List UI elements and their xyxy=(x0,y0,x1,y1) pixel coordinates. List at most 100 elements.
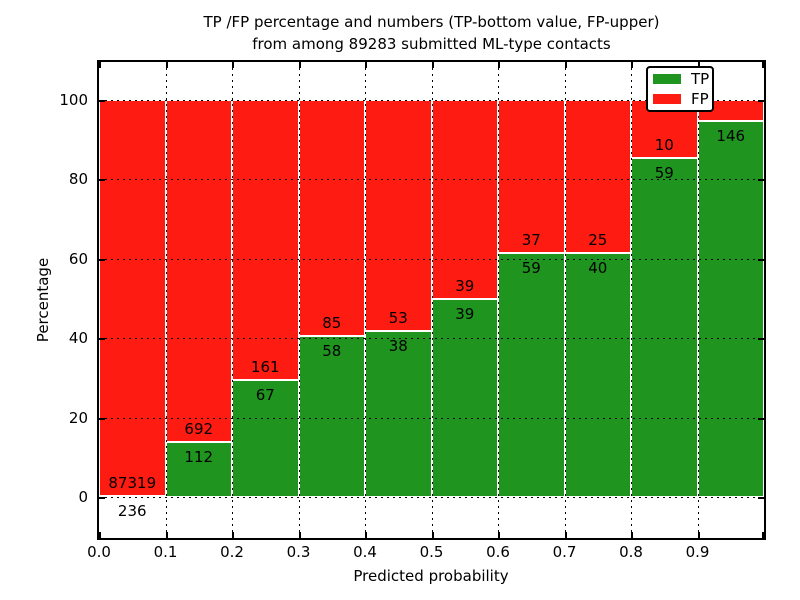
x-axis-tick xyxy=(564,62,567,68)
x-axis-tick xyxy=(99,62,101,68)
gridline-vertical xyxy=(431,62,433,538)
y-tick-label: 80 xyxy=(68,170,88,189)
tp-color-swatch xyxy=(653,74,681,84)
x-tick-label: 0.2 xyxy=(220,543,244,561)
bar-segment-tp xyxy=(365,331,432,497)
bar-segment-tp xyxy=(564,252,631,497)
x-axis-tick xyxy=(762,532,764,538)
tp-count-label: 67 xyxy=(255,386,275,405)
fp-count-label: 161 xyxy=(250,358,280,377)
x-axis-tick xyxy=(298,62,301,68)
x-axis-label: Predicted probability xyxy=(353,567,509,585)
fp-count-label: 53 xyxy=(388,309,408,328)
x-axis-tick xyxy=(232,532,234,538)
x-axis-tick xyxy=(165,532,168,538)
x-tick-label: 0.5 xyxy=(419,543,444,561)
x-tick-label: 0.1 xyxy=(153,543,178,561)
gridline-vertical xyxy=(232,62,233,538)
gridline-vertical xyxy=(697,62,699,538)
tp-count-label: 146 xyxy=(716,126,746,145)
x-axis-tick xyxy=(498,532,500,538)
fp-count-label: 39 xyxy=(455,276,475,295)
y-tick-label: 40 xyxy=(68,329,88,348)
y-tick-label: 0 xyxy=(78,488,88,506)
bar-segment-tp xyxy=(298,335,365,497)
legend-item-fp: FP xyxy=(653,89,712,108)
y-axis-tick xyxy=(758,100,764,102)
y-axis-tick xyxy=(99,338,105,341)
y-axis-tick xyxy=(758,179,764,182)
y-axis-tick xyxy=(758,338,764,341)
x-axis-tick xyxy=(631,62,633,68)
x-axis-tick xyxy=(431,62,434,68)
y-axis-tick xyxy=(758,497,764,499)
chart-title-line2: from among 89283 submitted ML-type conta… xyxy=(252,35,611,53)
tp-count-label: 40 xyxy=(588,258,608,277)
bar-segment-fp xyxy=(99,100,166,496)
gridline-vertical xyxy=(298,62,300,538)
plot-area: TP FP 87319 236 692 112 161 67 85 58 53 38 39 39 37 5… xyxy=(97,60,766,540)
legend-label-fp: FP xyxy=(691,89,709,108)
fp-count-label: 25 xyxy=(588,230,608,249)
gridline-vertical xyxy=(564,62,566,538)
tp-count-label: 59 xyxy=(521,259,541,277)
x-axis-tick xyxy=(298,532,301,538)
tp-count-label: 38 xyxy=(388,337,408,356)
bar-segment-fp xyxy=(165,100,232,442)
chart-title: TP /FP percentage and numbers (TP-bottom… xyxy=(97,11,766,55)
bar-segment-fp xyxy=(431,100,498,299)
x-tick-label: 0.0 xyxy=(87,543,111,561)
legend-item-tp: TP xyxy=(653,69,712,88)
x-axis-tick xyxy=(232,62,234,68)
bar-segment-tp xyxy=(165,441,232,497)
bar-segment-tp xyxy=(697,120,764,497)
y-axis-tick xyxy=(99,258,105,261)
x-axis-tick xyxy=(431,532,434,538)
bar-segment-fp xyxy=(298,100,365,336)
legend-label-tp: TP xyxy=(691,69,710,88)
x-axis-tick xyxy=(564,532,567,538)
gridline-vertical xyxy=(498,62,499,538)
x-axis-tick xyxy=(99,532,101,538)
bar-segment-tp xyxy=(498,253,565,497)
gridline-vertical xyxy=(631,62,632,538)
x-axis-tick xyxy=(165,62,168,68)
y-tick-label: 60 xyxy=(68,249,88,268)
bar-segment-tp xyxy=(631,157,698,497)
y-axis-tick xyxy=(758,258,764,261)
y-axis-tick xyxy=(99,100,105,102)
bar-segment-tp xyxy=(232,380,299,497)
x-tick-label: 0.9 xyxy=(685,543,710,561)
chart-title-line1: TP /FP percentage and numbers (TP-bottom… xyxy=(203,13,660,31)
y-axis-tick xyxy=(758,417,764,420)
x-tick-label: 0.6 xyxy=(486,543,510,561)
gridline-vertical xyxy=(165,62,167,538)
tp-count-label: 58 xyxy=(322,341,342,360)
fp-color-swatch xyxy=(653,94,681,104)
x-axis-tick xyxy=(631,532,633,538)
x-tick-label: 0.3 xyxy=(286,543,311,561)
legend: TP FP xyxy=(646,66,714,112)
x-axis-tick xyxy=(762,62,764,68)
tp-count-label: 39 xyxy=(455,304,475,323)
x-tick-label: 0.7 xyxy=(552,543,577,561)
y-axis-tick xyxy=(99,179,105,182)
fp-count-label: 37 xyxy=(521,231,541,249)
tp-count-label: 236 xyxy=(117,501,147,520)
tp-count-label: 112 xyxy=(184,447,214,466)
x-tick-label: 0.4 xyxy=(353,543,377,561)
fp-count-label: 87319 xyxy=(108,473,157,492)
y-tick-label: 100 xyxy=(59,91,88,109)
x-tick-label: 0.8 xyxy=(619,543,643,561)
fp-count-label: 10 xyxy=(654,135,674,154)
x-axis-tick xyxy=(697,62,700,68)
fp-count-label: 85 xyxy=(322,313,342,332)
gridline-vertical xyxy=(365,62,366,538)
x-axis-tick xyxy=(697,532,700,538)
x-axis-tick xyxy=(365,532,367,538)
x-axis-tick xyxy=(498,62,500,68)
bar-segment-tp xyxy=(431,298,498,497)
fp-count-label: 692 xyxy=(184,419,214,438)
bar-segment-fp xyxy=(498,100,565,253)
